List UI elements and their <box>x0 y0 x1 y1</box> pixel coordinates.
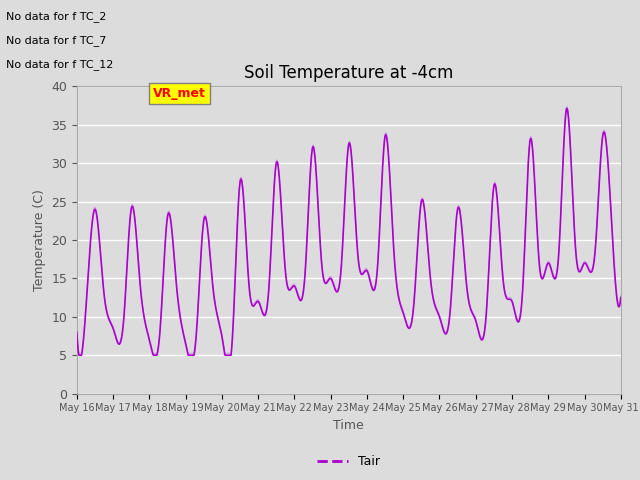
Title: Soil Temperature at -4cm: Soil Temperature at -4cm <box>244 64 454 82</box>
Text: No data for f TC_7: No data for f TC_7 <box>6 35 107 46</box>
Y-axis label: Temperature (C): Temperature (C) <box>33 189 45 291</box>
X-axis label: Time: Time <box>333 419 364 432</box>
Legend: Tair: Tair <box>312 450 385 473</box>
Text: VR_met: VR_met <box>153 87 206 100</box>
Text: No data for f TC_12: No data for f TC_12 <box>6 59 114 70</box>
Text: No data for f TC_2: No data for f TC_2 <box>6 11 107 22</box>
